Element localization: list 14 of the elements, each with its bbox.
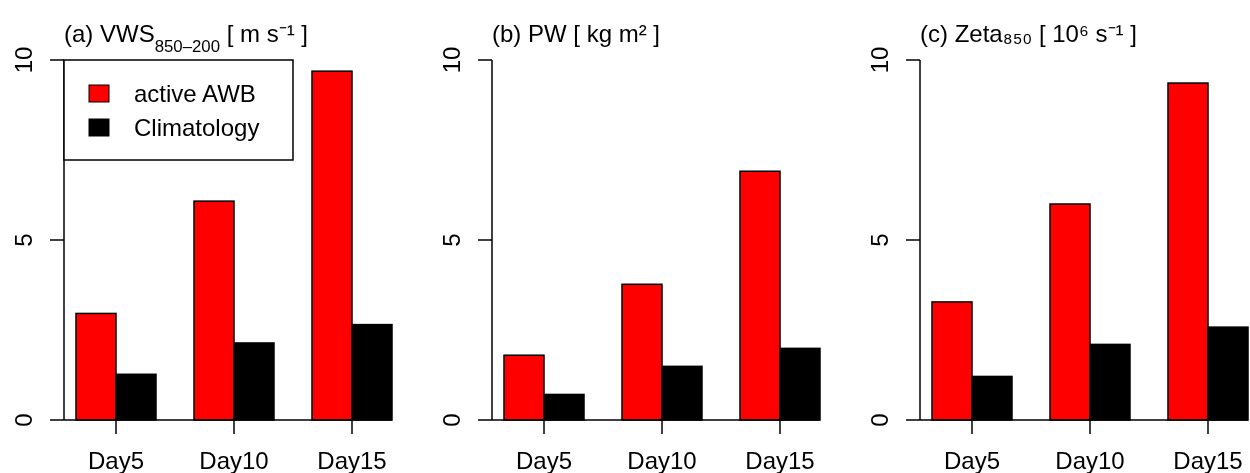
chart-title: (c) Zeta₈₅₀ [ 10⁶ s⁻¹ ] <box>920 20 1137 47</box>
y-tick-label: 5 <box>866 233 893 247</box>
chart-title: (b) PW [ kg m² ] <box>492 20 660 47</box>
y-tick-label: 5 <box>438 233 465 247</box>
y-tick-label: 5 <box>10 233 37 247</box>
legend-label: Climatology <box>134 114 260 141</box>
y-tick-label: 10 <box>866 46 893 74</box>
chart-title: (a) VWS$_{850–200}$ [ m s⁻¹ ] <box>64 20 309 56</box>
y-tick-label: 0 <box>438 413 465 427</box>
y-tick-label: 10 <box>10 46 37 74</box>
y-tick-label: 10 <box>438 46 465 74</box>
y-tick-label: 0 <box>866 413 893 427</box>
y-tick-label: 0 <box>10 413 37 427</box>
legend-label: active AWB <box>134 80 256 107</box>
